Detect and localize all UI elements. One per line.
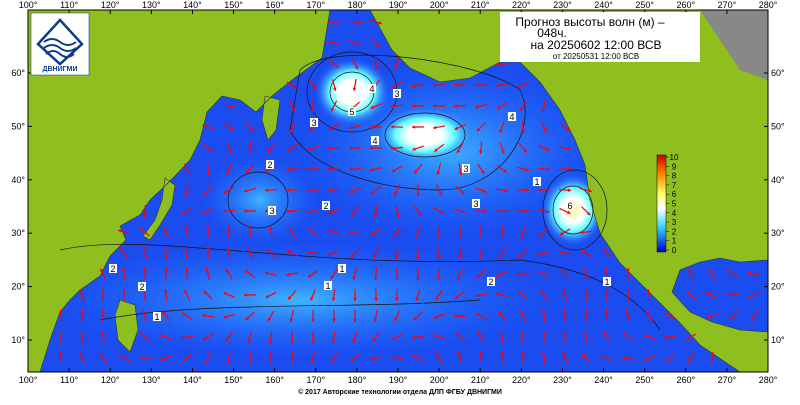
lat-tick-label: 30° — [771, 228, 785, 238]
lat-tick-label: 40° — [771, 175, 785, 185]
lat-tick-label: 40° — [11, 175, 25, 185]
contour-label: 5 — [349, 107, 354, 117]
lon-tick-label: 230° — [553, 375, 572, 385]
lat-tick-label: 10° — [771, 335, 785, 345]
lon-tick-label: 270° — [718, 0, 737, 10]
contour-label: 4 — [372, 136, 377, 146]
issue-time: от 20250531 12:00 ВСВ — [553, 52, 639, 61]
contour-label: 2 — [267, 160, 272, 170]
colorbar-tick-label: 9 — [672, 162, 677, 171]
lon-tick-label: 120° — [101, 375, 120, 385]
colorbar-tick-label: 3 — [672, 218, 677, 227]
lon-tick-label: 200° — [430, 0, 449, 10]
contour-label: 2 — [110, 264, 115, 274]
lon-tick-label: 240° — [594, 375, 613, 385]
lon-tick-label: 260° — [676, 375, 695, 385]
lon-tick-label: 100° — [19, 375, 38, 385]
lon-tick-label: 140° — [183, 0, 202, 10]
lon-tick-label: 140° — [183, 375, 202, 385]
contour-label: 3 — [311, 118, 316, 128]
lon-tick-label: 130° — [142, 0, 161, 10]
lon-tick-label: 280° — [759, 375, 778, 385]
lon-tick-label: 160° — [265, 0, 284, 10]
contour-label: 1 — [325, 281, 330, 291]
lon-tick-label: 210° — [471, 375, 490, 385]
contour-label: 6 — [567, 201, 572, 211]
lon-tick-label: 280° — [759, 0, 778, 10]
contour-label: 4 — [509, 112, 514, 122]
lon-tick-label: 190° — [389, 0, 408, 10]
contour-label: 3 — [269, 206, 274, 216]
lon-tick-label: 110° — [60, 375, 78, 385]
contour-label: 1 — [534, 177, 539, 187]
lon-tick-label: 250° — [635, 0, 654, 10]
colorbar-tick-label: 7 — [672, 181, 677, 190]
lon-tick-label: 250° — [635, 375, 654, 385]
footer: © 2017 Авторские технологии отдела ДЛП Ф… — [298, 388, 502, 396]
lon-tick-label: 220° — [512, 375, 531, 385]
lat-tick-label: 30° — [11, 228, 25, 238]
colorbar-tick-label: 8 — [672, 172, 677, 181]
lat-tick-label: 60° — [771, 68, 785, 78]
colorbar-tick-label: 5 — [672, 200, 677, 209]
valid-time: на 20250602 12:00 ВСВ — [531, 38, 662, 52]
contour-label: 2 — [323, 201, 328, 211]
lon-tick-label: 110° — [60, 0, 78, 10]
lon-tick-label: 160° — [265, 375, 284, 385]
lon-tick-label: 200° — [430, 375, 449, 385]
lat-tick-label: 10° — [11, 335, 25, 345]
lon-tick-label: 130° — [142, 375, 161, 385]
colorbar-tick-label: 4 — [672, 209, 677, 218]
lon-tick-label: 240° — [594, 0, 613, 10]
contour-label: 1 — [154, 312, 159, 322]
contour-label: 4 — [369, 84, 374, 94]
contour-label: 2 — [488, 277, 493, 287]
lon-tick-label: 170° — [306, 0, 325, 10]
lon-tick-label: 220° — [512, 0, 531, 10]
lon-tick-label: 180° — [348, 0, 367, 10]
lon-tick-label: 190° — [389, 375, 408, 385]
lat-tick-label: 20° — [771, 282, 785, 292]
lat-tick-label: 20° — [11, 282, 25, 292]
lon-tick-label: 260° — [676, 0, 695, 10]
lon-tick-label: 150° — [224, 0, 243, 10]
wave-field — [40, 240, 560, 360]
colorbar-tick-label: 1 — [672, 237, 677, 246]
contour-label: 3 — [394, 89, 399, 99]
header: Прогноз высоты волн (м) – 048ч. на 20250… — [500, 12, 700, 62]
lat-tick-label: 60° — [11, 68, 25, 78]
contour-label: 3 — [473, 199, 478, 209]
logo: ДВНИГМИ — [31, 13, 89, 75]
contour-label: 1 — [339, 264, 344, 274]
lon-tick-label: 150° — [224, 375, 243, 385]
colorbar-tick-label: 10 — [670, 153, 679, 162]
colorbar-tick-label: 6 — [672, 190, 677, 199]
lat-tick-label: 50° — [11, 121, 25, 131]
logo-text: ДВНИГМИ — [43, 66, 78, 73]
lon-tick-label: 210° — [471, 0, 490, 10]
lon-tick-label: 100° — [19, 0, 38, 10]
lon-tick-label: 230° — [553, 0, 572, 10]
lon-tick-label: 120° — [101, 0, 120, 10]
colorbar-tick-label: 2 — [672, 227, 677, 236]
wave-maximum — [375, 107, 475, 163]
contour-label: 1 — [604, 277, 609, 287]
lon-tick-label: 180° — [348, 375, 367, 385]
contour-label: 3 — [463, 164, 468, 174]
lat-tick-label: 50° — [771, 121, 785, 131]
contour-label: 2 — [139, 282, 144, 292]
colorbar-tick-label: 0 — [672, 246, 677, 255]
lon-tick-label: 270° — [718, 375, 737, 385]
lon-tick-label: 170° — [306, 375, 325, 385]
colorbar-scale — [657, 155, 666, 252]
wave-field — [200, 155, 320, 245]
